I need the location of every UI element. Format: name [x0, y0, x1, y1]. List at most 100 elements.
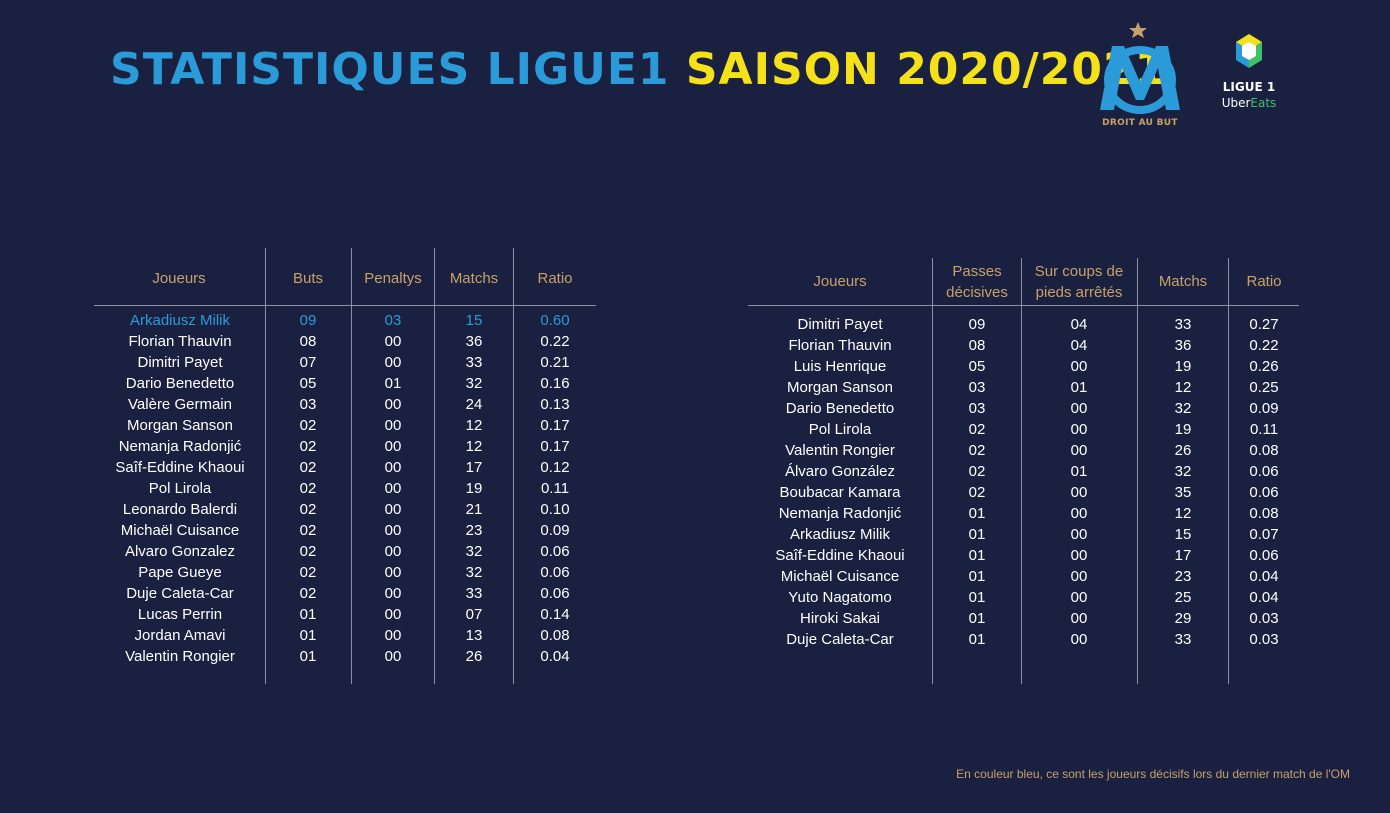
- goals-header-matches: Matchs: [449, 270, 499, 287]
- assists-cell-player: Dimitri Payet: [797, 316, 883, 333]
- goals-col-divider: [351, 248, 352, 684]
- assists-cell-ratio: 0.22: [1249, 337, 1279, 354]
- goals-cell-ratio: 0.16: [540, 375, 570, 392]
- sponsor-part-b: Eats: [1250, 96, 1277, 110]
- league-sponsor: UberEats: [1212, 96, 1286, 110]
- assists-cell-player: Arkadiusz Milik: [789, 526, 891, 543]
- assists-cell-assists: 02: [968, 463, 986, 480]
- assists-cell-matches: 26: [1174, 442, 1192, 459]
- goals-cell-ratio: 0.09: [540, 522, 570, 539]
- assists-cell-matches: 12: [1174, 505, 1192, 522]
- goals-cell-matches: 21: [465, 501, 483, 518]
- assists-cell-matches: 19: [1174, 421, 1192, 438]
- assists-cell-matches: 25: [1174, 589, 1192, 606]
- assists-header-ratio: Ratio: [1246, 273, 1282, 290]
- assists-cell-ratio: 0.04: [1249, 568, 1279, 585]
- goals-cell-penalties: 00: [384, 459, 402, 476]
- goals-cell-penalties: 00: [384, 501, 402, 518]
- goals-col-divider: [513, 248, 514, 684]
- assists-cell-ratio: 0.08: [1249, 505, 1279, 522]
- goals-cell-ratio: 0.14: [540, 606, 570, 623]
- goals-cell-penalties: 00: [384, 585, 402, 602]
- goals-cell-player: Pol Lirola: [148, 480, 212, 497]
- assists-cell-assists: 03: [968, 379, 986, 396]
- assists-cell-player: Yuto Nagatomo: [788, 589, 892, 606]
- goals-cell-penalties: 01: [384, 375, 402, 392]
- assists-cell-player: Pol Lirola: [808, 421, 872, 438]
- goals-header-rule: [94, 305, 596, 306]
- goals-cell-ratio: 0.12: [540, 459, 570, 476]
- assists-cell-player: Michaël Cuisance: [780, 568, 900, 585]
- assists-cell-ratio: 0.06: [1249, 463, 1279, 480]
- assists-header-set-pieces: Sur coups de pieds arrêtés: [1034, 263, 1124, 301]
- goals-header-goals: Buts: [292, 270, 323, 287]
- goals-cell-player: Florian Thauvin: [128, 333, 232, 350]
- goals-cell-matches: 12: [465, 417, 483, 434]
- league-logo: LIGUE 1 UberEats: [1212, 30, 1286, 116]
- assists-cell-ratio: 0.26: [1249, 358, 1279, 375]
- assists-cell-assists: 01: [968, 547, 986, 564]
- assists-col-divider: [1137, 258, 1138, 684]
- goals-cell-matches: 12: [465, 438, 483, 455]
- assists-cell-set-pieces: 04: [1070, 316, 1088, 333]
- assists-cell-assists: 05: [968, 358, 986, 375]
- assists-header-assists: Passes décisives: [946, 263, 1008, 301]
- assists-cell-player: Saîf-Eddine Khaoui: [775, 547, 905, 564]
- assists-col-divider: [932, 258, 933, 684]
- goals-cell-penalties: 00: [384, 522, 402, 539]
- goals-cell-matches: 26: [465, 648, 483, 665]
- goals-cell-player: Michaël Cuisance: [120, 522, 240, 539]
- goals-cell-penalties: 00: [384, 396, 402, 413]
- assists-cell-assists: 01: [968, 589, 986, 606]
- goals-cell-matches: 07: [465, 606, 483, 623]
- ligue1-emblem-icon: [1236, 34, 1262, 68]
- goals-cell-matches: 32: [465, 543, 483, 560]
- goals-cell-goals: 02: [299, 585, 317, 602]
- assists-cell-set-pieces: 00: [1070, 358, 1088, 375]
- goals-cell-player: Jordan Amavi: [134, 627, 226, 644]
- assists-cell-set-pieces: 00: [1070, 589, 1088, 606]
- goals-cell-player: Dimitri Payet: [137, 354, 223, 371]
- assists-cell-set-pieces: 01: [1070, 463, 1088, 480]
- goals-col-divider: [265, 248, 266, 684]
- goals-cell-penalties: 00: [384, 417, 402, 434]
- goals-cell-player: Leonardo Balerdi: [122, 501, 238, 518]
- goals-cell-goals: 05: [299, 375, 317, 392]
- goals-cell-goals: 03: [299, 396, 317, 413]
- goals-col-divider: [434, 248, 435, 684]
- goals-header-ratio: Ratio: [537, 270, 573, 287]
- assists-cell-player: Álvaro González: [784, 463, 896, 480]
- goals-cell-ratio: 0.22: [540, 333, 570, 350]
- assists-cell-player: Boubacar Kamara: [779, 484, 901, 501]
- assists-cell-ratio: 0.03: [1249, 631, 1279, 648]
- goals-cell-matches: 19: [465, 480, 483, 497]
- goals-cell-matches: 33: [465, 585, 483, 602]
- assists-cell-ratio: 0.04: [1249, 589, 1279, 606]
- goals-cell-matches: 23: [465, 522, 483, 539]
- goals-cell-player: Nemanja Radonjić: [118, 438, 242, 455]
- assists-cell-assists: 02: [968, 421, 986, 438]
- assists-cell-ratio: 0.06: [1249, 484, 1279, 501]
- goals-cell-player: Morgan Sanson: [127, 417, 233, 434]
- assists-cell-ratio: 0.03: [1249, 610, 1279, 627]
- title-part-1: STATISTIQUES LIGUE1: [110, 44, 670, 95]
- assists-cell-player: Duje Caleta-Car: [786, 631, 894, 648]
- assists-cell-set-pieces: 00: [1070, 631, 1088, 648]
- goals-cell-goals: 02: [299, 480, 317, 497]
- assists-cell-player: Hiroki Sakai: [799, 610, 881, 627]
- assists-cell-set-pieces: 00: [1070, 505, 1088, 522]
- goals-cell-penalties: 00: [384, 333, 402, 350]
- assists-cell-matches: 33: [1174, 316, 1192, 333]
- assists-cell-set-pieces: 00: [1070, 484, 1088, 501]
- club-logo: DROIT AU BUT: [1094, 20, 1186, 130]
- assists-cell-player: Nemanja Radonjić: [778, 505, 902, 522]
- assists-cell-set-pieces: 00: [1070, 568, 1088, 585]
- page-title: STATISTIQUES LIGUE1 SAISON 2020/2021: [110, 44, 1166, 96]
- assists-cell-player: Dario Benedetto: [785, 400, 895, 417]
- goals-cell-ratio: 0.60: [540, 312, 570, 329]
- goals-cell-goals: 08: [299, 333, 317, 350]
- assists-cell-set-pieces: 00: [1070, 547, 1088, 564]
- goals-cell-penalties: 00: [384, 480, 402, 497]
- goals-cell-goals: 01: [299, 606, 317, 623]
- goals-cell-player: Arkadiusz Milik: [129, 312, 231, 329]
